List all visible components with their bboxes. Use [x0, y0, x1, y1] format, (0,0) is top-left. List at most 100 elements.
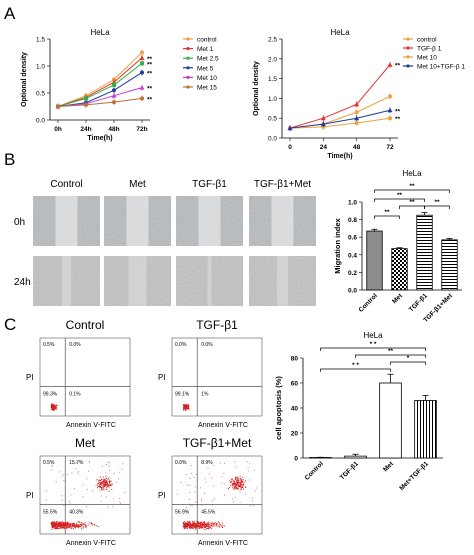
flow-event: [236, 476, 238, 478]
flow-event: [59, 526, 61, 528]
x-tick-label: TGF-β1: [408, 292, 429, 313]
flow-event: [212, 523, 214, 525]
quadrant-label-q4: 40.3%: [69, 509, 84, 515]
flow-event: [59, 525, 61, 527]
flow-event: [102, 483, 104, 485]
flow-event: [237, 485, 239, 487]
flow-event: [208, 527, 210, 529]
flow-event: [73, 525, 75, 527]
significance-label: * *: [352, 362, 359, 369]
scratch-gap: [271, 196, 294, 246]
flow-event: [188, 521, 190, 523]
flow-event: [192, 525, 194, 527]
flow-event: [197, 525, 199, 527]
flow-event: [238, 482, 240, 484]
flow-event: [190, 525, 192, 527]
flow-event: [68, 526, 70, 528]
y-tick-label: 0.0: [36, 118, 45, 125]
flow-event: [221, 525, 223, 527]
flow-event: [200, 525, 202, 527]
flow-event: [189, 527, 191, 529]
flow-event: [111, 483, 113, 485]
flow-event: [102, 465, 104, 467]
flow-event: [183, 526, 185, 528]
flow-event: [236, 483, 238, 485]
significance-label: **: [395, 63, 401, 70]
bar: [344, 455, 367, 459]
flow-event: [57, 525, 59, 527]
flow-event: [53, 523, 55, 525]
flow-event: [91, 522, 93, 524]
significance-label: **: [395, 108, 401, 115]
flow-event: [59, 524, 61, 526]
flow-event: [51, 524, 53, 526]
flow-event: [240, 484, 242, 486]
flow-event: [64, 521, 66, 523]
flow-event: [189, 525, 191, 527]
flow-event: [236, 482, 238, 484]
flow-event: [214, 522, 216, 524]
flow-event: [108, 484, 110, 486]
flow-event: [63, 525, 65, 527]
flow-event: [186, 520, 188, 522]
flow-event: [45, 499, 47, 501]
flow-event: [196, 520, 198, 522]
scratch-gap: [207, 256, 212, 306]
legend-label: Met 10: [197, 75, 217, 82]
flow-event: [237, 486, 239, 488]
flow-event: [63, 524, 65, 526]
flow-event: [66, 522, 68, 524]
flow-event: [206, 522, 208, 524]
flow-event: [185, 403, 187, 405]
flow-event: [97, 485, 99, 487]
flow-event: [222, 526, 224, 528]
x-tick-label: 0h: [54, 126, 62, 133]
flow-event: [201, 526, 203, 528]
flow-event: [184, 523, 186, 525]
flow-event: [208, 525, 210, 527]
significance-bracket: [355, 354, 426, 358]
flow-event: [186, 524, 188, 526]
flow-event: [242, 484, 244, 486]
flow-event: [84, 522, 86, 524]
flow-event: [227, 488, 229, 490]
flow-event: [234, 483, 236, 485]
flow-event: [55, 527, 57, 529]
flow-event: [100, 484, 102, 486]
flow-event: [106, 483, 108, 485]
flow-event: [100, 483, 102, 485]
flow-event: [106, 481, 108, 483]
flow-event: [54, 406, 56, 408]
data-point: [112, 82, 116, 87]
flow-event: [118, 497, 120, 499]
flow-event: [218, 524, 220, 526]
flow-event: [52, 527, 54, 529]
flow-event: [237, 477, 239, 479]
legend-marker: [186, 47, 190, 51]
flow-event: [216, 522, 218, 524]
flow-event: [180, 482, 182, 484]
flow-event: [208, 522, 210, 524]
flow-event: [113, 472, 115, 474]
flow-event: [52, 407, 54, 409]
flow-event: [192, 527, 194, 529]
quadrant-label-q2: 8.9%: [201, 460, 213, 466]
flow-event: [112, 506, 114, 508]
flow-event: [210, 523, 212, 525]
flow-event: [231, 479, 233, 481]
series-line: [289, 117, 391, 129]
flow-event: [239, 484, 241, 486]
flow-event: [186, 406, 188, 408]
quadrant-label-q1: 0.5%: [43, 460, 55, 466]
flow-event: [53, 521, 55, 523]
flow-event: [63, 524, 65, 526]
flow-event: [199, 527, 201, 529]
flow-event: [206, 527, 208, 529]
bar: [441, 239, 458, 291]
flow-event: [185, 506, 187, 508]
x-axis-label: Time(h): [87, 135, 112, 142]
flow-event: [187, 527, 189, 529]
flow-event: [187, 407, 189, 409]
y-tick-label: 1.0: [268, 96, 277, 103]
flow-event: [55, 527, 57, 529]
